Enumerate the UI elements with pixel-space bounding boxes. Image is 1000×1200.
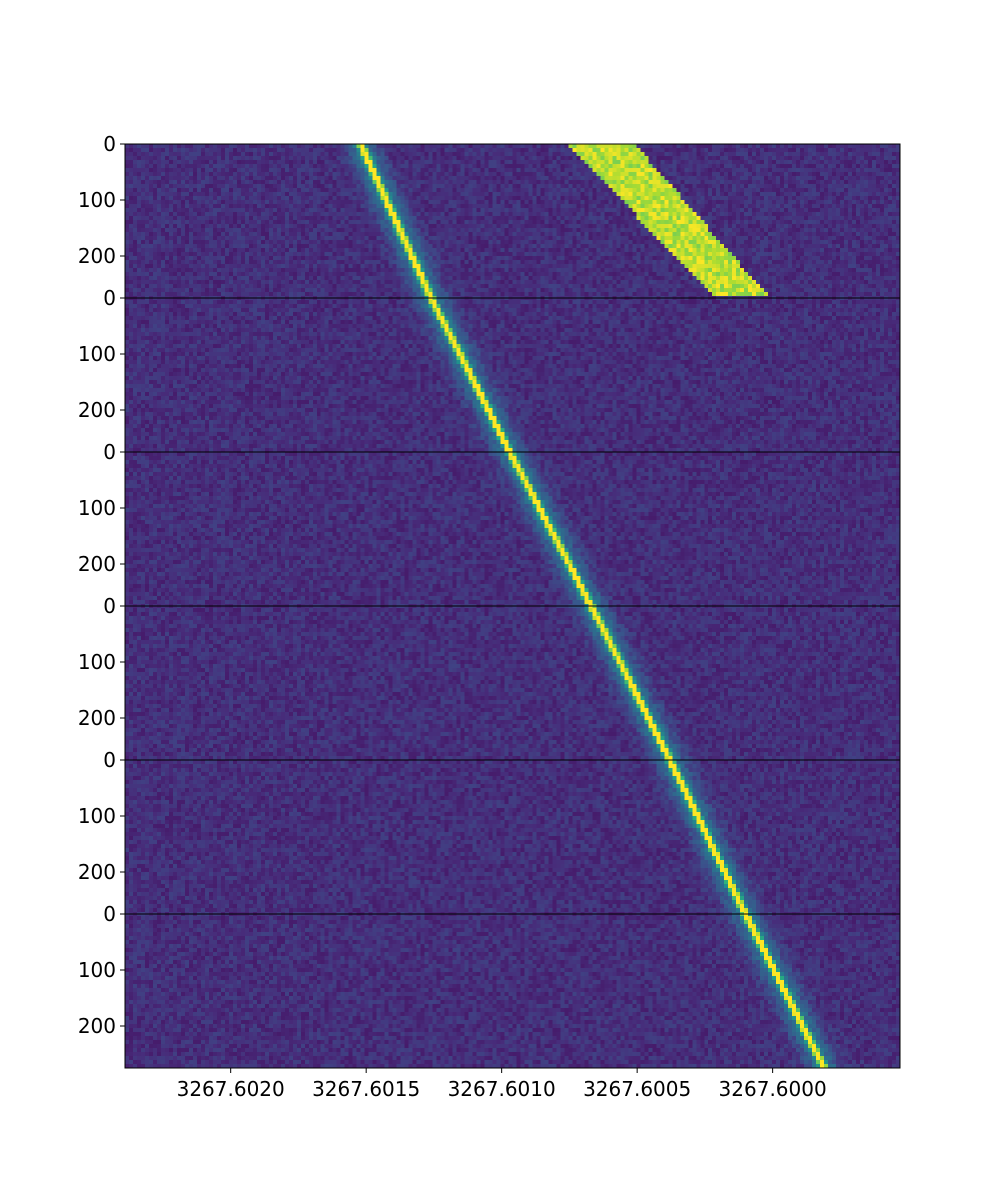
x-tick-label: 3267.6015 xyxy=(312,1077,420,1101)
y-tick-label: 100 xyxy=(78,958,116,982)
y-tick-label: 200 xyxy=(78,244,116,268)
y-tick-label: 200 xyxy=(78,552,116,576)
y-tick-label: 200 xyxy=(78,1014,116,1038)
y-tick-label: 100 xyxy=(78,188,116,212)
y-tick-label: 100 xyxy=(78,496,116,520)
y-tick-label: 0 xyxy=(103,286,116,310)
x-tick-label: 3267.6010 xyxy=(448,1077,556,1101)
y-tick-label: 0 xyxy=(103,132,116,156)
y-tick-label: 0 xyxy=(103,902,116,926)
y-tick-label: 200 xyxy=(78,860,116,884)
y-tick-label: 200 xyxy=(78,706,116,730)
y-tick-label: 100 xyxy=(78,804,116,828)
y-tick-label: 200 xyxy=(78,398,116,422)
y-tick-label: 100 xyxy=(78,650,116,674)
y-tick-label: 0 xyxy=(103,440,116,464)
x-tick-label: 3267.6020 xyxy=(177,1077,285,1101)
y-tick-label: 0 xyxy=(103,748,116,772)
x-tick-label: 3267.6005 xyxy=(583,1077,691,1101)
y-tick-label: 0 xyxy=(103,594,116,618)
x-tick-label: 3267.6000 xyxy=(719,1077,827,1101)
y-tick-label: 100 xyxy=(78,342,116,366)
